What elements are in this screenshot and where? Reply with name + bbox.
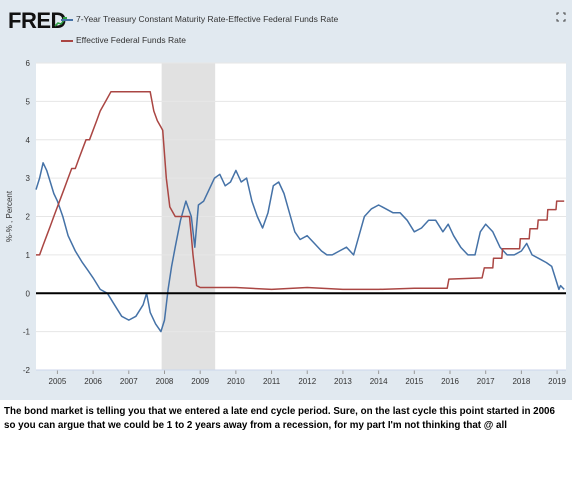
series-line-spread: [35, 162, 565, 333]
fred-logo[interactable]: FRED: [8, 8, 68, 34]
y-tick-label: -2: [23, 366, 31, 375]
legend-swatch-blue: [61, 18, 73, 21]
y-tick-label: 2: [26, 213, 31, 222]
legend-label: 7-Year Treasury Constant Maturity Rate-E…: [76, 14, 339, 24]
y-tick-label: 6: [26, 59, 31, 68]
chart-panel: FRED 7-Year Treasury Constant Maturity R…: [0, 0, 572, 400]
x-tick-label: 2015: [405, 377, 423, 386]
line-chart: -2 -1 0 1 2 3 4 5 6 2005 2006 2007 2008 2009 2010 2011 2…: [5, 59, 567, 386]
x-tick-label: 2010: [227, 377, 245, 386]
x-tick-label: 2007: [120, 377, 138, 386]
x-tick-label: 2011: [263, 377, 281, 386]
x-tick-label: 2006: [84, 377, 102, 386]
y-tick-label: -1: [23, 328, 31, 337]
y-tick-label: 1: [26, 251, 31, 260]
legend-entry-fed-funds[interactable]: Effective Federal Funds Rate: [61, 35, 186, 47]
caption-text: The bond market is telling you that we e…: [4, 406, 555, 431]
x-tick-label: 2005: [49, 377, 67, 386]
x-tick-label: 2019: [548, 377, 566, 386]
series-line-fed-funds: [36, 91, 565, 291]
x-tick-label: 2018: [512, 377, 530, 386]
x-tick-label: 2009: [191, 377, 209, 386]
x-tick-label: 2013: [334, 377, 352, 386]
y-tick-label: 3: [26, 174, 31, 183]
y-tick-label: 5: [26, 97, 31, 106]
x-tick-label: 2012: [298, 377, 316, 386]
y-tick-label: 0: [26, 289, 31, 298]
legend-swatch-red: [61, 39, 73, 42]
x-tick-label: 2014: [370, 377, 388, 386]
legend-label: Effective Federal Funds Rate: [76, 35, 186, 45]
x-tick-label: 2017: [477, 377, 495, 386]
x-tick-label: 2008: [156, 377, 174, 386]
x-tick-label: 2016: [441, 377, 459, 386]
chart-mark-icon: [54, 17, 67, 27]
y-axis-label: %-% , Percent: [5, 190, 14, 242]
expand-icon[interactable]: [556, 12, 566, 22]
legend-entry-spread[interactable]: 7-Year Treasury Constant Maturity Rate-E…: [61, 14, 338, 26]
logo-text: FRED: [8, 8, 66, 33]
y-tick-label: 4: [26, 136, 31, 145]
